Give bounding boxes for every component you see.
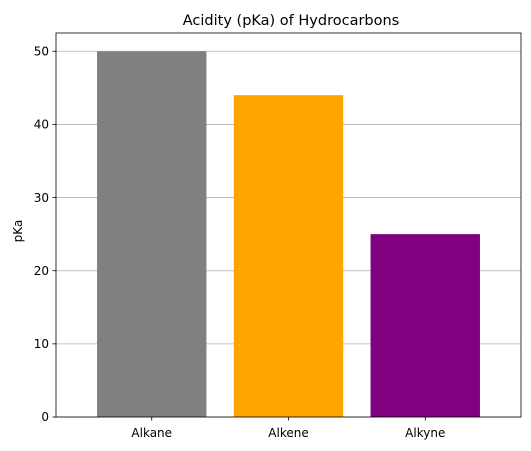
x-ticks: Alkane Alkene Alkyne (131, 417, 445, 440)
y-axis-label: pKa (11, 220, 25, 243)
y-tick-label-0: 0 (41, 410, 49, 424)
bar-alkyne (370, 234, 480, 417)
y-tick-label-5: 50 (34, 44, 49, 58)
x-tick-label-2: Alkyne (405, 426, 445, 440)
bar-alkene (233, 95, 344, 418)
bars (97, 51, 480, 418)
y-tick-label-4: 40 (34, 118, 49, 132)
y-tick-label-3: 30 (34, 191, 49, 205)
y-tick-label-2: 20 (34, 264, 49, 278)
y-tick-label-1: 10 (34, 337, 49, 351)
y-ticks: 0 10 20 30 40 50 (34, 44, 56, 424)
bar-alkane (97, 51, 207, 418)
chart-title: Acidity (pKa) of Hydrocarbons (183, 13, 399, 29)
x-tick-label-1: Alkene (268, 426, 308, 440)
x-tick-label-0: Alkane (131, 426, 172, 440)
